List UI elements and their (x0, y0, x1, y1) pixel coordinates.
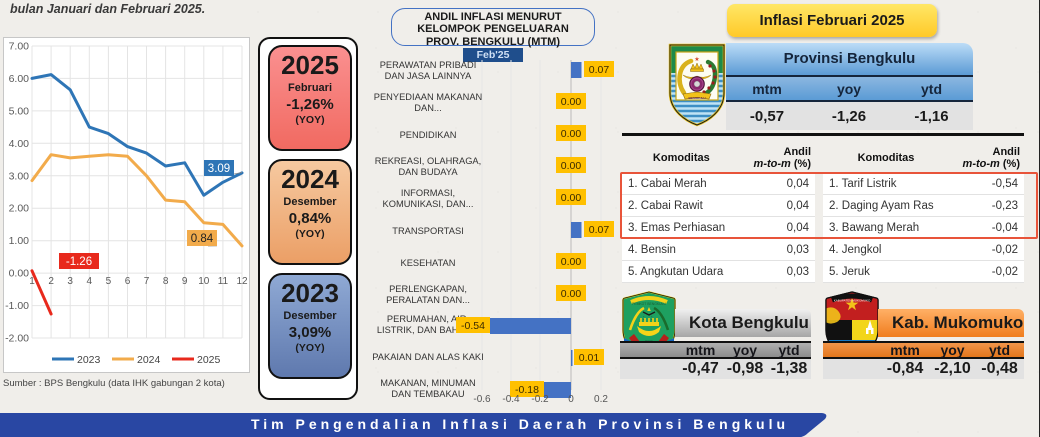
svg-text:5.00: 5.00 (9, 105, 30, 117)
svg-text:PERALATAN DAN...: PERALATAN DAN... (386, 295, 470, 305)
svg-text:3.09: 3.09 (208, 163, 230, 175)
svg-text:5: 5 (106, 276, 112, 287)
svg-text:BENGKULU: BENGKULU (689, 96, 706, 100)
svg-text:0.00: 0.00 (561, 256, 582, 268)
svg-text:DAN BUDAYA: DAN BUDAYA (398, 167, 458, 177)
svg-text:PERAWATAN PRIBADI: PERAWATAN PRIBADI (380, 60, 477, 70)
svg-text:MAKANAN, MINUMAN: MAKANAN, MINUMAN (380, 378, 476, 388)
svg-text:7.00: 7.00 (9, 41, 30, 53)
svg-text:PERLENGKAPAN,: PERLENGKAPAN, (389, 284, 467, 294)
svg-text:KOMUNIKASI, DAN...: KOMUNIKASI, DAN... (383, 199, 474, 209)
svg-text:TRANSPORTASI: TRANSPORTASI (392, 226, 463, 236)
svg-text:0.01: 0.01 (579, 352, 600, 364)
svg-text:-2.00: -2.00 (5, 333, 29, 345)
svg-text:2024: 2024 (137, 354, 161, 366)
svg-text:0.00: 0.00 (561, 160, 582, 172)
svg-text:2: 2 (48, 276, 54, 287)
svg-text:7: 7 (144, 276, 150, 287)
svg-text:4.00: 4.00 (9, 138, 30, 150)
svg-text:0.07: 0.07 (589, 64, 610, 76)
svg-text:DAN...: DAN... (414, 103, 441, 113)
svg-text:8: 8 (163, 276, 169, 287)
svg-text:10: 10 (198, 276, 210, 287)
svg-text:PENYEDIAAN MAKANAN: PENYEDIAAN MAKANAN (374, 92, 483, 102)
svg-text:0.00: 0.00 (561, 288, 582, 300)
svg-text:0.84: 0.84 (191, 233, 214, 245)
svg-text:KABUPATEN MUKOMUKO: KABUPATEN MUKOMUKO (834, 299, 871, 303)
svg-text:2025: 2025 (197, 354, 221, 366)
svg-text:3: 3 (67, 276, 73, 287)
svg-text:PENDIDIKAN: PENDIDIKAN (400, 130, 457, 140)
svg-text:4: 4 (87, 276, 93, 287)
svg-text:0.00: 0.00 (561, 192, 582, 204)
svg-text:-0.4: -0.4 (502, 394, 520, 405)
svg-text:6.00: 6.00 (9, 73, 30, 85)
svg-text:1.00: 1.00 (9, 235, 30, 247)
svg-text:9: 9 (182, 276, 188, 287)
svg-text:0.07: 0.07 (589, 224, 610, 236)
svg-text:PAKAIAN DAN ALAS KAKI: PAKAIAN DAN ALAS KAKI (372, 352, 483, 362)
svg-text:-0.2: -0.2 (531, 394, 549, 405)
svg-text:DAN TEMBAKAU: DAN TEMBAKAU (391, 389, 464, 399)
svg-text:0.00: 0.00 (561, 96, 582, 108)
svg-text:2023: 2023 (77, 354, 101, 366)
svg-text:INFORMASI,: INFORMASI, (401, 188, 455, 198)
svg-text:6: 6 (125, 276, 131, 287)
svg-text:11: 11 (218, 276, 229, 287)
svg-text:-0.54: -0.54 (461, 320, 485, 332)
svg-text:0.00: 0.00 (561, 128, 582, 140)
svg-text:0.00: 0.00 (9, 268, 30, 280)
svg-text:REKREASI, OLAHRAGA,: REKREASI, OLAHRAGA, (375, 156, 481, 166)
svg-text:2.00: 2.00 (9, 203, 30, 215)
svg-text:0: 0 (568, 394, 574, 405)
svg-text:-0.6: -0.6 (473, 394, 491, 405)
svg-text:KESEHATAN: KESEHATAN (401, 258, 456, 268)
svg-text:0.2: 0.2 (594, 394, 608, 405)
svg-text:DAN JASA LAINNYA: DAN JASA LAINNYA (385, 71, 472, 81)
svg-text:-1.00: -1.00 (5, 300, 29, 312)
svg-text:3.00: 3.00 (9, 170, 30, 182)
svg-text:-1.26: -1.26 (66, 256, 92, 268)
svg-text:12: 12 (236, 276, 248, 287)
svg-text:★: ★ (694, 56, 699, 63)
